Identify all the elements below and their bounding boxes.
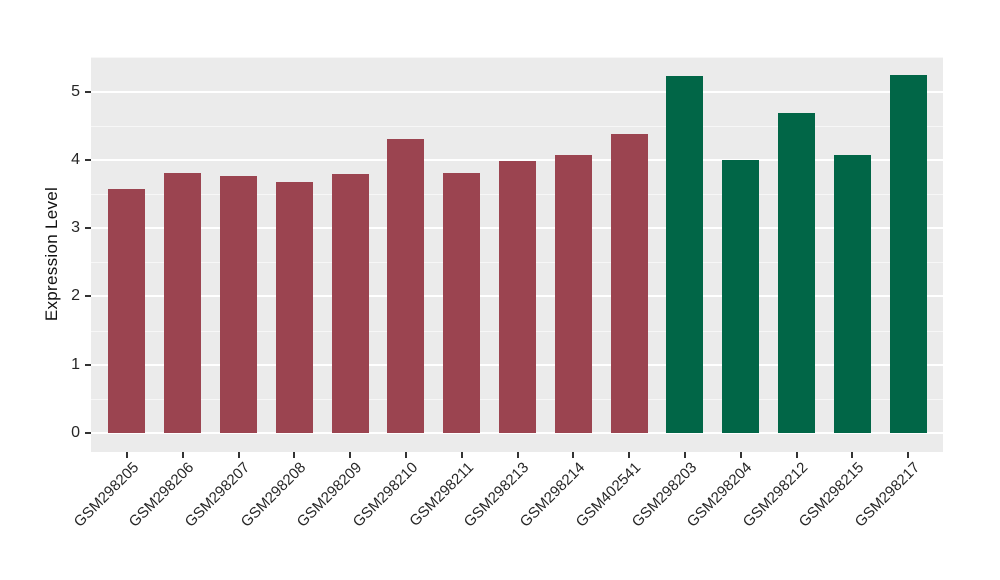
y-tick-label: 0 bbox=[71, 424, 80, 441]
bar-GSM298203 bbox=[666, 75, 704, 433]
x-tick-mark bbox=[572, 452, 575, 458]
x-tick-mark bbox=[683, 452, 686, 458]
gridline-minor bbox=[91, 125, 943, 127]
x-tick-mark bbox=[516, 452, 519, 458]
bar-GSM298208 bbox=[275, 181, 313, 433]
y-tick-mark bbox=[85, 432, 91, 434]
gridline-major bbox=[91, 432, 943, 434]
gridline-minor bbox=[91, 57, 943, 59]
x-tick-mark bbox=[293, 452, 296, 458]
bar-GSM298206 bbox=[164, 173, 202, 433]
y-tick-label: 2 bbox=[71, 287, 80, 305]
x-tick-mark bbox=[181, 452, 184, 458]
bar-GSM298205 bbox=[108, 189, 146, 433]
bar-GSM402541 bbox=[610, 133, 648, 433]
bar-GSM298214 bbox=[554, 155, 592, 433]
x-tick-mark bbox=[349, 452, 352, 458]
bar-GSM298204 bbox=[722, 160, 760, 433]
y-tick-mark bbox=[85, 363, 91, 366]
y-tick-mark bbox=[85, 158, 91, 161]
bar-GSM298207 bbox=[220, 175, 257, 433]
bar-GSM298217 bbox=[889, 75, 927, 433]
bar-GSM298215 bbox=[833, 155, 871, 433]
x-tick-mark bbox=[628, 452, 631, 458]
x-tick-mark bbox=[460, 452, 463, 458]
y-tick-label: 1 bbox=[71, 355, 80, 373]
x-tick-mark bbox=[739, 452, 742, 458]
x-tick-mark bbox=[907, 452, 910, 458]
bar-GSM298210 bbox=[387, 139, 425, 433]
y-tick-mark bbox=[85, 90, 91, 93]
bar-GSM298211 bbox=[443, 172, 481, 433]
x-tick-mark bbox=[851, 452, 854, 458]
gridline-major bbox=[91, 158, 943, 161]
y-tick-label: 5 bbox=[71, 82, 80, 100]
y-tick-mark bbox=[85, 227, 91, 230]
y-tick-mark bbox=[85, 295, 91, 298]
gridline-major bbox=[91, 90, 943, 93]
x-tick-mark bbox=[125, 452, 128, 458]
x-tick-mark bbox=[795, 452, 798, 458]
bar-GSM298209 bbox=[331, 174, 369, 433]
plot-panel bbox=[91, 57, 943, 452]
x-tick-mark bbox=[237, 452, 240, 458]
x-tick-mark bbox=[404, 452, 407, 458]
bar-GSM298213 bbox=[499, 161, 536, 433]
y-tick-label: 4 bbox=[71, 150, 80, 168]
y-tick-label: 3 bbox=[71, 219, 80, 237]
bar-GSM298212 bbox=[778, 112, 815, 433]
